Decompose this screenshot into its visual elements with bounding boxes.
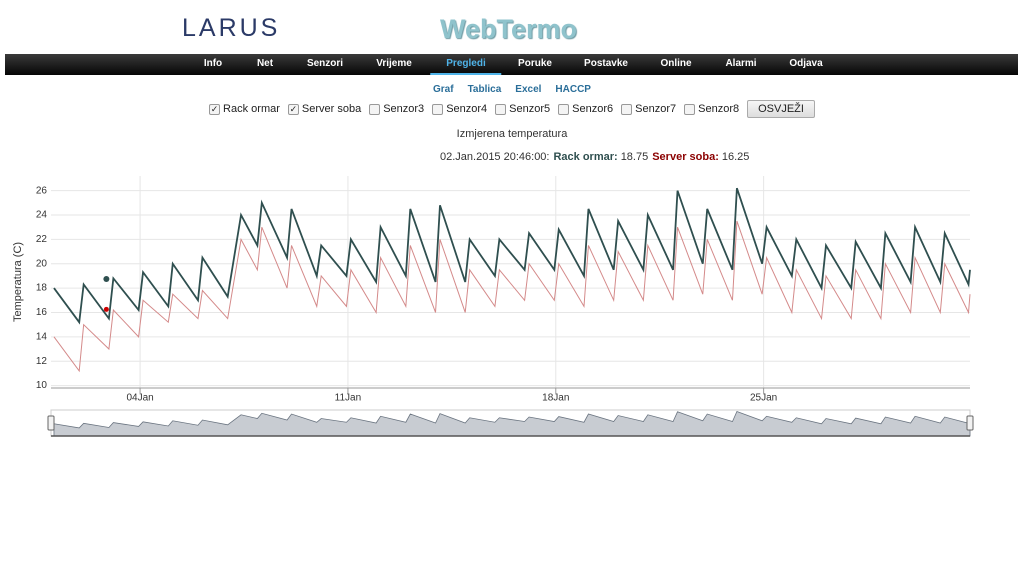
nav-item[interactable]: Alarmi — [725, 58, 757, 69]
sensor-selector: ✓ Rack ormar ✓ Server soba Senzor3 Senzor4 Sen… — [0, 100, 1024, 118]
nav-bar: Info Net Senzori Vrijeme Pregledi Poruke Posta… — [5, 54, 1018, 75]
sensor-option[interactable]: Senzor5 — [495, 103, 550, 115]
hover-marker — [103, 275, 110, 282]
sensor-option[interactable]: Senzor7 — [621, 103, 676, 115]
sensor-option[interactable]: Senzor3 — [369, 103, 424, 115]
navigator-handle[interactable] — [966, 415, 974, 431]
hover-marker — [103, 306, 109, 312]
x-tick-label: 18Jan — [542, 393, 569, 404]
y-tick-label: 16 — [36, 307, 48, 318]
sensor-option[interactable]: Senzor6 — [558, 103, 613, 115]
refresh-button[interactable]: OSVJEŽI — [747, 100, 815, 118]
logo: LARUS — [182, 14, 281, 42]
sensor-label: Rack ormar — [223, 103, 280, 115]
readout-value: 16.25 — [722, 151, 750, 163]
checkbox[interactable] — [621, 103, 633, 115]
y-tick-label: 14 — [36, 331, 48, 342]
sensor-label: Senzor5 — [509, 103, 551, 115]
readout-name: Server soba: — [652, 151, 719, 163]
checkbox[interactable] — [558, 103, 570, 115]
y-tick-label: 20 — [36, 258, 48, 269]
y-tick-label: 24 — [36, 210, 48, 221]
x-tick-label: 11Jan — [335, 393, 362, 404]
y-tick-label: 22 — [36, 234, 48, 245]
sub-nav-link[interactable]: Graf — [433, 84, 454, 95]
nav-item[interactable]: Pregledi — [430, 58, 502, 75]
chart-title: Izmjerena temperatura — [457, 128, 569, 140]
y-tick-label: 26 — [36, 185, 48, 196]
readout: 02.Jan.2015 20:46:00: Rack ormar: 18.75 Ser… — [440, 151, 749, 163]
series-line — [53, 187, 971, 325]
series-line — [53, 220, 971, 373]
checkbox[interactable]: ✓ — [209, 103, 221, 115]
nav-item[interactable]: Postavke — [584, 58, 628, 69]
checkbox[interactable]: ✓ — [287, 103, 299, 115]
navigator-area — [53, 410, 971, 437]
y-tick-label: 18 — [36, 283, 48, 294]
sensor-label: Senzor8 — [698, 103, 740, 115]
sub-nav-link[interactable]: Excel — [515, 84, 542, 95]
app-title: WebTermo — [440, 14, 578, 44]
nav-item[interactable]: Online — [660, 58, 692, 69]
nav-item[interactable]: Poruke — [518, 58, 552, 69]
y-tick-label: 12 — [36, 356, 48, 367]
checkbox[interactable] — [432, 103, 444, 115]
sensor-option[interactable]: Senzor4 — [432, 103, 487, 115]
navigator-handle[interactable] — [47, 415, 55, 431]
sub-nav-link[interactable]: Tablica — [467, 84, 502, 95]
readout-time: 02.Jan.2015 20:46:00: — [440, 151, 549, 163]
sensor-label: Senzor6 — [572, 103, 614, 115]
nav-item[interactable]: Vrijeme — [376, 58, 412, 69]
sensor-label: Senzor4 — [446, 103, 488, 115]
checkbox[interactable] — [369, 103, 381, 115]
nav-item[interactable]: Odjava — [789, 58, 823, 69]
x-tick-label: 25Jan — [750, 393, 777, 404]
y-tick-label: 10 — [36, 380, 48, 391]
sensor-option[interactable]: Senzor8 — [684, 103, 739, 115]
sensor-label: Server soba — [301, 103, 362, 115]
checkbox[interactable] — [495, 103, 507, 115]
readout-name: Rack ormar: — [553, 151, 617, 163]
x-tick-label: 04Jan — [126, 393, 153, 404]
sensor-option[interactable]: ✓ Server soba — [287, 103, 362, 115]
readout-value: 18.75 — [621, 151, 649, 163]
y-axis-label: Temperatura (C) — [12, 242, 24, 322]
sub-nav: Graf Tablica Excel HACCP — [0, 83, 1024, 95]
nav-item[interactable]: Net — [256, 58, 274, 69]
nav-item[interactable]: Senzori — [306, 58, 344, 69]
sub-nav-link[interactable]: HACCP — [555, 84, 591, 95]
sensor-label: Senzor3 — [383, 103, 425, 115]
nav-item[interactable]: Info — [203, 58, 223, 69]
sensor-option[interactable]: ✓ Rack ormar — [209, 103, 280, 115]
checkbox[interactable] — [684, 103, 696, 115]
sensor-label: Senzor7 — [635, 103, 677, 115]
